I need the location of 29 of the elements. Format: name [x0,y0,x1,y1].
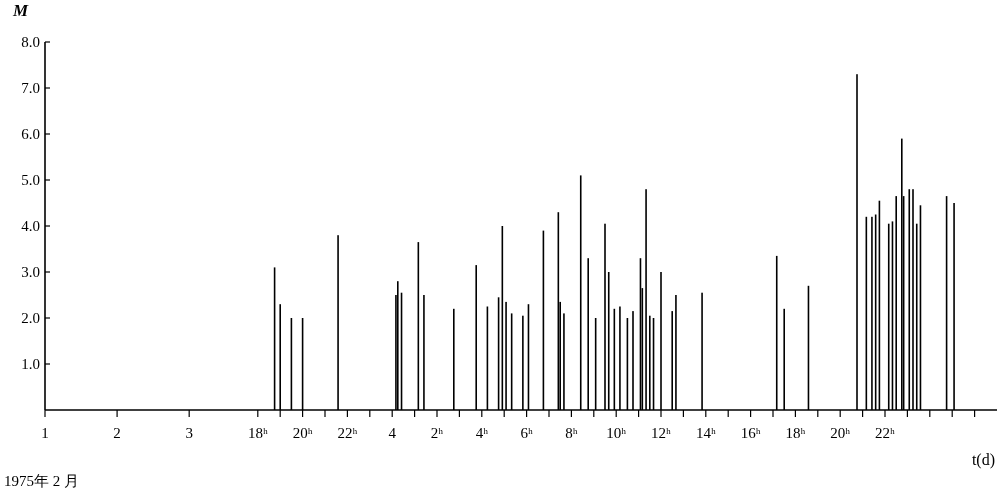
x-axis-title: t(d) [971,451,995,469]
x-tick-label: 12ʰ [651,425,672,441]
x-tick-label: 16ʰ [740,425,761,441]
x-tick-label: 4ʰ [475,425,489,441]
x-tick-label: 2ʰ [430,425,444,441]
x-tick-label: 8ʰ [565,425,578,441]
x-tick-label: 18ʰ [785,425,806,441]
y-axis-title: M [12,1,29,20]
y-tick-label: 5.0 [21,172,40,188]
x-tick-label: 22ʰ [337,425,358,441]
x-tick-label: 20ʰ [830,425,851,441]
x-tick-label: 20ʰ [292,425,313,441]
x-tick-label: 22ʰ [875,425,896,441]
y-tick-label: 8.0 [21,34,40,50]
x-tick-label: 6ʰ [520,425,533,441]
x-tick-label: 3 [185,425,193,441]
y-tick-label: 2.0 [21,310,40,326]
x-tick-label: 4 [388,425,397,441]
y-tick-label: 7.0 [21,80,40,96]
text: 1975年 2 月 [4,473,79,489]
y-tick-label: 6.0 [21,126,40,142]
y-tick-label: 1.0 [21,356,40,372]
x-tick-label: 10ʰ [606,425,627,441]
y-tick-label: 4.0 [21,218,40,234]
y-tick-label: 3.0 [21,264,40,280]
x-tick-label: 2 [113,425,121,441]
x-tick-label: 1 [41,425,49,441]
x-tick-label: 18ʰ [247,425,268,441]
x-tick-label: 14ʰ [695,425,716,441]
